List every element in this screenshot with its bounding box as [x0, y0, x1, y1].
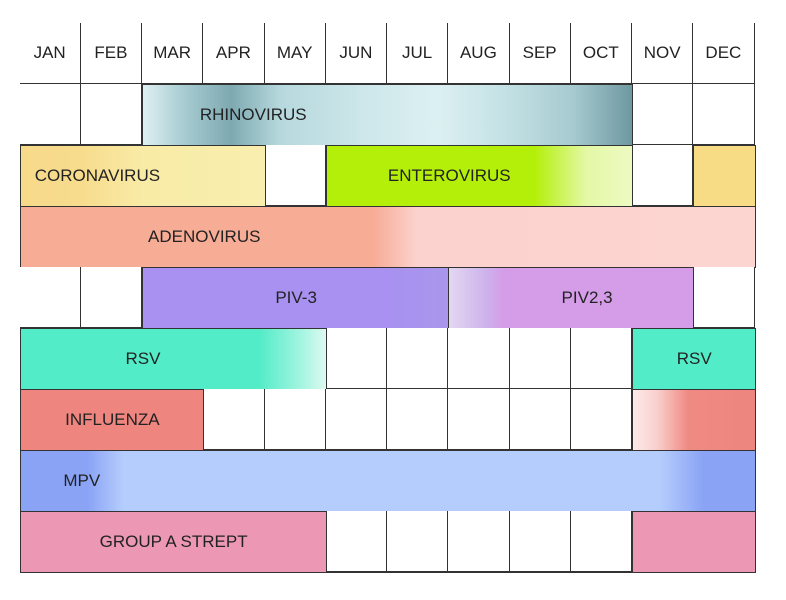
virus-label: MPV: [63, 471, 101, 491]
season-bar-influenza: INFLUENZA: [19, 389, 205, 452]
virus-season-table: JAN FEB MAR APR MAY JUN JUL AUG SEP OCT NOV DEC RHIN…: [19, 22, 756, 574]
season-bar-rhinovirus: RHINOVIRUS: [142, 83, 633, 146]
empty-cell: [693, 266, 755, 329]
virus-label: RHINOVIRUS: [199, 104, 307, 124]
empty-cell: [632, 83, 694, 145]
empty-cell: [387, 389, 449, 451]
season-bar-continuation: [632, 511, 756, 574]
virus-label: ADENOVIRUS: [148, 226, 261, 246]
empty-cell: [80, 266, 142, 329]
empty-cell: [19, 266, 81, 329]
virus-label: ENTEROVIRUS: [387, 165, 511, 185]
empty-cell: [448, 389, 510, 451]
month-header-jul: JUL: [387, 22, 449, 84]
empty-cell: [264, 389, 326, 451]
empty-cell: [264, 144, 326, 206]
month-header-dec: DEC: [693, 22, 755, 84]
season-bar-rsv: RSV: [19, 328, 327, 391]
empty-cell: [570, 328, 632, 390]
season-bar-coronavirus: CORONAVIRUS: [19, 144, 266, 207]
virus-label: PIV-3: [275, 287, 317, 307]
empty-cell: [203, 389, 265, 451]
empty-cell: [325, 328, 387, 390]
virus-label: RSV: [676, 349, 712, 369]
virus-label: RSV: [125, 349, 161, 369]
month-header-feb: FEB: [80, 22, 142, 84]
month-header-nov: NOV: [632, 22, 694, 84]
month-header-may: MAY: [264, 22, 326, 84]
empty-cell: [19, 83, 81, 145]
season-bar-continuation: [632, 389, 756, 452]
virus-label: INFLUENZA: [65, 410, 160, 430]
month-header-mar: MAR: [142, 22, 204, 84]
season-bar-enterovirus: ENTEROVIRUS: [325, 144, 633, 207]
empty-cell: [80, 83, 142, 145]
month-header-jan: JAN: [19, 22, 81, 84]
season-bar-continuation: [693, 144, 756, 207]
season-bar-piv-3: PIV-3: [142, 266, 450, 330]
empty-cell: [570, 511, 632, 573]
empty-cell: [448, 328, 510, 390]
empty-cell: [509, 328, 571, 390]
season-bar-adenovirus: ADENOVIRUS: [19, 205, 756, 268]
empty-cell: [570, 389, 632, 451]
virus-label: CORONAVIRUS: [34, 165, 161, 185]
season-bar-mpv: MPV: [19, 450, 756, 513]
season-bar-group-a-strept: GROUP A STREPT: [19, 511, 327, 574]
month-header-sep: SEP: [509, 22, 571, 84]
season-bar-piv2-3: PIV2,3: [448, 266, 695, 330]
empty-cell: [387, 328, 449, 390]
season-bar-rsv: RSV: [632, 328, 756, 391]
virus-label: PIV2,3: [561, 287, 613, 307]
month-header-apr: APR: [203, 22, 265, 84]
virus-label: GROUP A STREPT: [99, 532, 248, 552]
empty-cell: [448, 511, 510, 573]
month-header-aug: AUG: [448, 22, 510, 84]
month-header-oct: OCT: [570, 22, 632, 84]
empty-cell: [509, 511, 571, 573]
month-header-jun: JUN: [325, 22, 387, 84]
empty-cell: [632, 144, 694, 206]
empty-cell: [325, 389, 387, 451]
empty-cell: [325, 511, 387, 573]
empty-cell: [693, 83, 755, 145]
empty-cell: [509, 389, 571, 451]
empty-cell: [387, 511, 449, 573]
